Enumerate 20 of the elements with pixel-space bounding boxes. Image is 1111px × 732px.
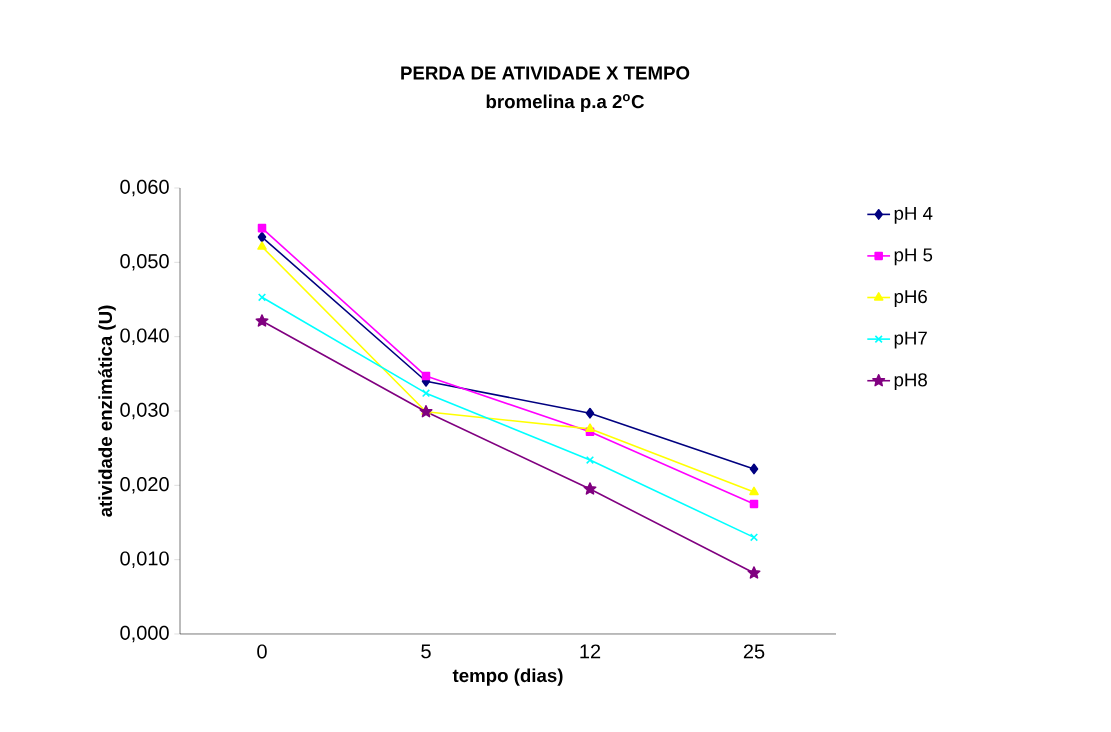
y-tick-label: 0,010 [120,551,169,568]
x-tick-label: 5 [421,644,431,659]
y-tick-label: 0,050 [120,254,169,271]
y-tick-label: 0,030 [120,402,169,420]
chart-title: PERDA DE ATIVIDADE X TEMPO [401,66,690,80]
x-tick-label: 12 [580,644,601,659]
legend-label: pH8 [894,373,927,391]
legend-label: pH6 [894,289,927,307]
chart-subtitle: bromelina p.a 2$^{o}$C [486,94,645,112]
y-axis-title: atividade enzimática (U) [98,305,116,517]
legend-label: pH 5 [894,248,933,266]
legend-label: pH7 [894,331,927,349]
legend-label: pH 4 [894,206,933,224]
y-tick-label: 0,000 [120,625,169,643]
x-tick-label: 25 [743,644,765,659]
y-tick-label: 0,020 [120,477,169,494]
y-tick-label: 0,060 [120,179,169,197]
x-tick-label: 0 [257,644,267,659]
x-axis-title: tempo (dias) [452,668,563,686]
y-tick-label: 0,040 [120,328,169,345]
